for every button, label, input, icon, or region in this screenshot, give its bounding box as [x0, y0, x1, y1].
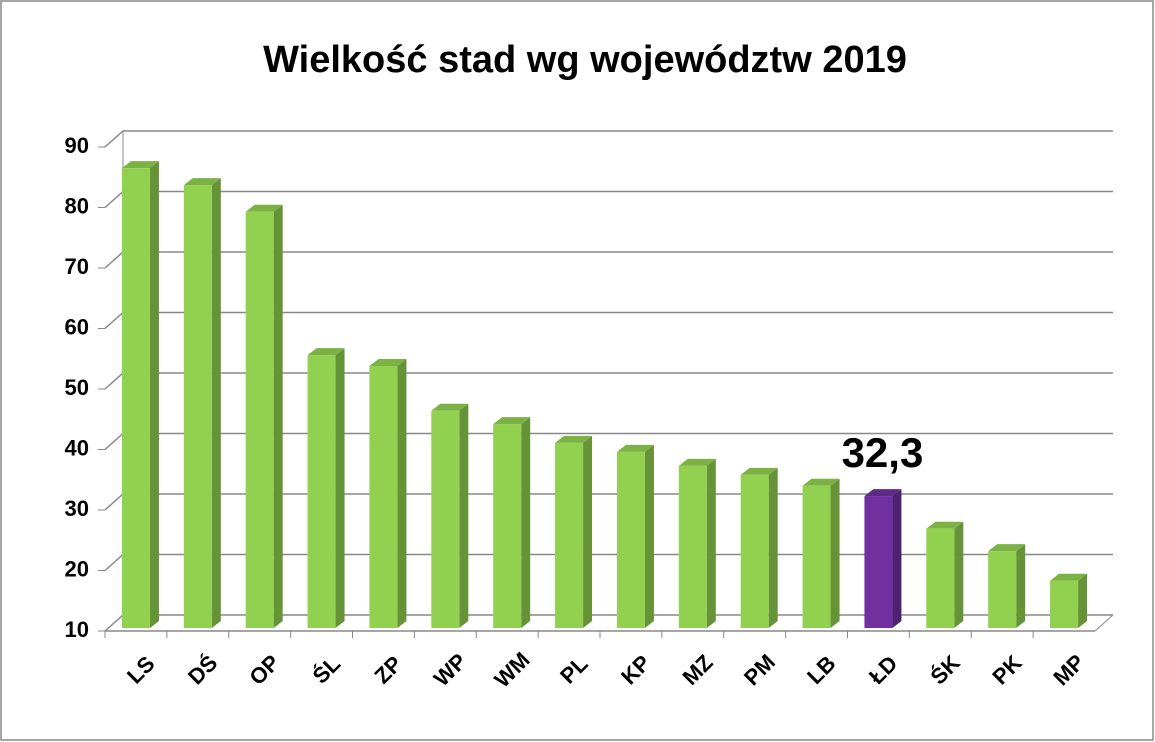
bar-side — [397, 359, 407, 628]
bar-side — [273, 204, 283, 629]
bar — [864, 496, 893, 628]
y-tick-label: 50 — [65, 375, 89, 400]
bar-top — [1050, 573, 1088, 581]
bar — [1050, 580, 1079, 628]
bar-side — [583, 435, 593, 628]
bar-top — [307, 348, 345, 356]
bar — [245, 211, 274, 629]
bar — [493, 424, 522, 628]
bar-top — [802, 478, 840, 486]
data-label: 32,3 — [842, 429, 924, 476]
bar — [740, 474, 769, 628]
bar — [183, 185, 212, 629]
bar-top — [431, 403, 469, 411]
bar-top — [245, 204, 283, 212]
axis-floor — [1094, 614, 1114, 632]
bar — [988, 551, 1017, 628]
bar-side — [644, 444, 654, 628]
chart-title: Wielkość stad wg województw 2019 — [263, 39, 907, 81]
y-tick-label: 10 — [65, 617, 89, 642]
grid-line — [104, 130, 1113, 148]
bar-top — [369, 359, 407, 367]
bar-side — [954, 521, 964, 628]
bar-top — [864, 489, 902, 497]
y-tick-label: 90 — [65, 133, 89, 158]
bar-side — [706, 458, 716, 628]
bar — [678, 465, 707, 628]
bar-top — [988, 544, 1026, 552]
bar-side — [459, 403, 469, 628]
bar-top — [121, 161, 159, 169]
bar-side — [521, 417, 531, 628]
bar — [616, 451, 645, 628]
y-tick-label: 20 — [65, 556, 89, 581]
bar — [121, 168, 150, 629]
bar-side — [211, 178, 221, 629]
bar-top — [926, 521, 964, 529]
y-tick-label: 70 — [65, 254, 89, 279]
bar — [307, 355, 336, 628]
y-tick-label: 80 — [65, 193, 89, 218]
bar-side — [892, 489, 902, 628]
y-tick-label: 60 — [65, 314, 89, 339]
y-tick-label: 40 — [65, 435, 89, 460]
bar-top — [493, 417, 531, 425]
bar — [802, 485, 831, 628]
bar — [369, 366, 398, 628]
bar-side — [830, 478, 840, 628]
bar-side — [149, 161, 159, 629]
bar-side — [335, 348, 345, 628]
bar — [926, 528, 955, 628]
bar-top — [616, 444, 654, 452]
bar-side — [768, 467, 778, 628]
y-tick-label: 30 — [65, 496, 89, 521]
bar — [431, 410, 460, 628]
bar-top — [678, 458, 716, 466]
bar-side — [1016, 544, 1026, 628]
bar-side — [1078, 573, 1088, 628]
bar-top — [740, 467, 778, 475]
bar — [555, 442, 584, 628]
bar-top — [183, 178, 221, 186]
bar-top — [555, 435, 593, 443]
